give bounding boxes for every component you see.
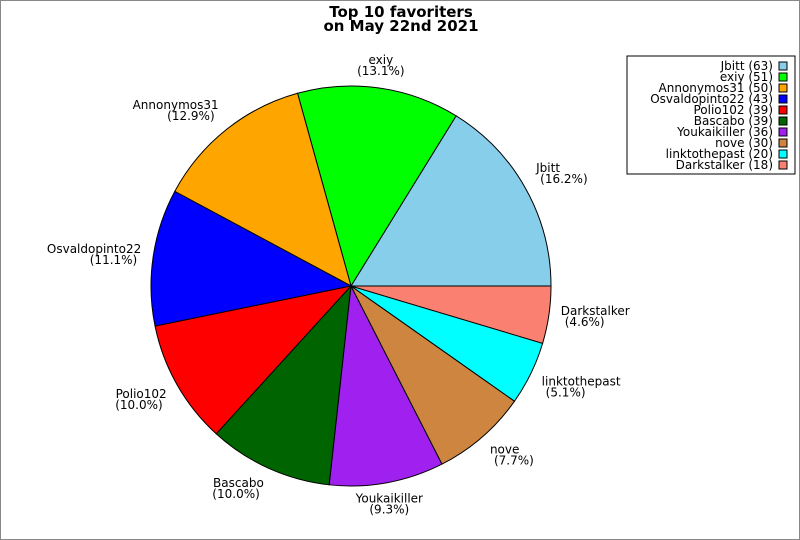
slice-label-percent: (9.3%) [369,502,409,516]
slice-label-name: Jbitt [535,161,560,175]
legend-entry-label: Youkaikiller (36) [676,125,773,139]
pie-slice-bascabo [215,284,352,486]
slice-label-name: Bascabo [213,476,264,490]
legend-entry-label: Osvaldopinto22 (43) [650,92,773,106]
slice-label-name: Youkaikiller [355,491,423,505]
legend-entry-label: Bascabo (39) [694,114,773,128]
slice-label-percent: (4.6%) [565,315,605,329]
slice-label-name: Annonymos31 [133,98,219,112]
legend-entry-label: Annonymos31 (50) [659,81,773,95]
slice-label-name: exiy [369,53,394,67]
legend-swatch [778,127,788,137]
pie-slice-jbitt [350,115,552,287]
slice-label-percent: (7.7%) [494,454,534,468]
legend-swatch [778,138,788,148]
slice-label-name: Darkstalker [561,304,630,318]
legend-swatch [778,83,788,93]
legend-swatch [778,149,788,159]
legend-entry-label: nove (30) [715,136,773,150]
legend-swatch [778,116,788,126]
legend-entry-label: Jbitt (63) [720,59,773,73]
legend: Jbitt (63)exiy (51)Annonymos31 (50)Osval… [626,55,796,175]
slice-label-percent: (5.1%) [546,386,586,400]
pie-slice-youkaikiller [328,284,443,487]
slice-label-name: nove [490,443,519,457]
legend-entry-label: linktothepast (20) [666,147,773,161]
pie-slice-annonymos31 [174,92,352,287]
slice-label-percent: (12.9%) [167,109,214,123]
chart-title-line-2: on May 22nd 2021 [323,17,478,35]
slice-label-name: linktothepast [542,375,621,389]
legend-entry-label: exiy (51) [720,70,773,84]
legend-entry-label: Darkstalker (18) [676,158,773,172]
pie-slice-polio102 [154,285,353,435]
slice-label-percent: (16.2%) [540,172,587,186]
legend-swatch [778,160,788,170]
legend-swatch [778,72,788,82]
slice-label-percent: (10.0%) [212,487,259,501]
chart-title-line-1: Top 10 favoriters [329,3,473,21]
slice-label-name: Polio102 [116,387,167,401]
legend-box [626,55,796,175]
slice-label-percent: (13.1%) [357,64,404,78]
legend-entry-label: Polio102 (39) [693,103,773,117]
slice-label-percent: (10.0%) [115,398,162,412]
pie-slice-nove [350,285,516,465]
slice-label-percent: (11.1%) [90,253,137,267]
legend-swatch [778,94,788,104]
pie-slice-darkstalker [350,285,552,344]
legend-swatch [778,61,788,71]
legend-swatch [778,105,788,115]
slice-label-name: Osvaldopinto22 [47,242,141,256]
pie-slice-osvaldopinto22 [150,190,353,327]
